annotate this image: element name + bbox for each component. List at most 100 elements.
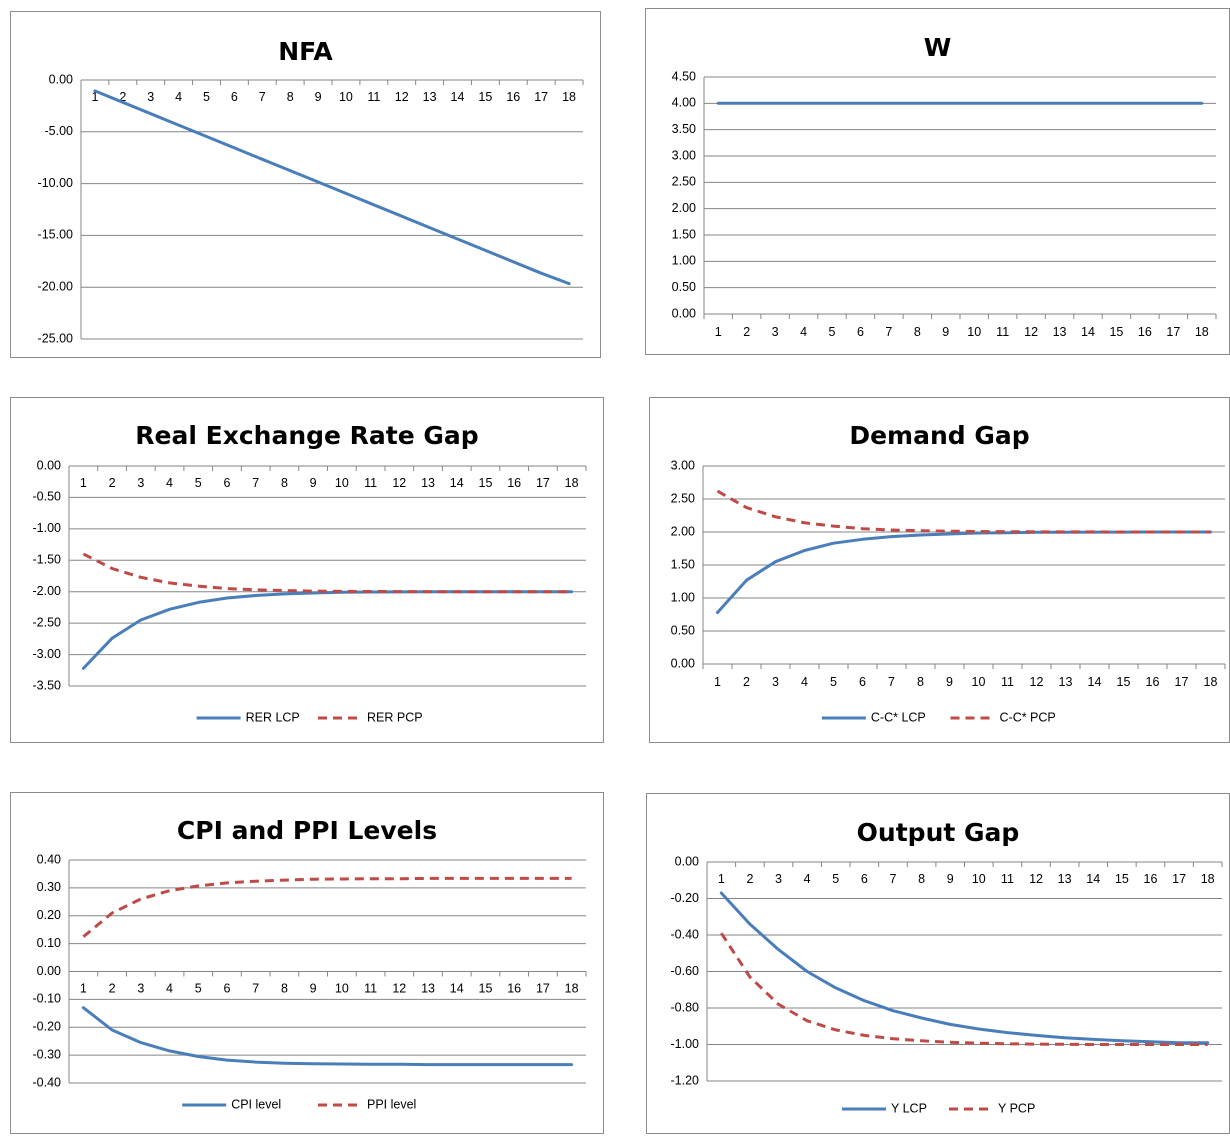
x-tick-label: 8 [281,982,288,996]
x-tick-label: 17 [536,476,550,490]
x-tick-label: 4 [166,982,173,996]
series-line-rer-lcp [81,590,574,670]
y-tick-label: 0.10 [37,936,61,950]
y-tick-label: -1.50 [33,553,62,567]
x-tick-label: 14 [450,982,464,996]
y-tick-label: 2.50 [671,491,695,505]
x-tick-label: 11 [996,325,1009,339]
y-tick-label: -0.10 [33,992,62,1006]
x-tick-label: 7 [252,982,259,996]
x-tick-label: 8 [917,675,924,689]
chart-title: CPI and PPI Levels [177,816,437,845]
y-tick-label: 0.00 [675,854,699,868]
x-tick-label: 18 [1204,675,1218,689]
x-tick-label: 5 [830,675,837,689]
x-tick-label: 2 [109,982,116,996]
x-tick-label: 11 [364,476,377,490]
x-tick-label: 9 [946,675,953,689]
y-tick-label: 2.50 [672,175,696,189]
legend-label: C-C* PCP [1000,710,1056,724]
x-tick-label: 9 [310,476,317,490]
chart-title: Real Exchange Rate Gap [135,421,478,450]
x-tick-label: 16 [506,90,520,104]
x-tick-label: 11 [1001,675,1014,689]
y-tick-label: -3.00 [33,647,62,661]
y-tick-label: 0.50 [672,280,696,294]
x-tick-label: 7 [252,476,259,490]
chart-title: W [924,33,952,62]
y-tick-label: -0.30 [33,1047,62,1061]
x-tick-label: 2 [109,476,116,490]
x-tick-label: 2 [743,325,750,339]
x-tick-label: 13 [1058,872,1072,886]
x-tick-label: 6 [861,872,868,886]
y-tick-label: 0.00 [49,72,73,86]
y-tick-label: 4.00 [672,96,696,110]
x-tick-label: 2 [743,675,750,689]
y-tick-label: 1.50 [672,227,696,241]
x-tick-label: 11 [364,982,377,996]
x-tick-label: 10 [339,90,353,104]
chart-panel-nfa: NFA 0.00 -5.00 -10.00 -15.00 -20.00 -25.00 1 2 3 4… [10,11,601,358]
chart-legend: Y LCP Y PCP [842,1101,1035,1115]
x-tick-label: 13 [421,476,435,490]
x-tick-label: 3 [772,325,779,339]
x-tick-label: 6 [857,325,864,339]
y-tick-label: -20.00 [38,279,73,293]
x-tick-label: 12 [392,982,406,996]
y-tick-label: -0.50 [33,490,62,504]
x-tick-label: 14 [451,90,465,104]
x-tick-label: 4 [801,675,808,689]
x-tick-label: 18 [565,476,579,490]
x-tick-label: 17 [534,90,548,104]
x-tick-label: 7 [259,90,266,104]
chart-w: W 4.50 4.00 3.50 3.00 2.50 2.00 1.50 1.00 0.50 0.0… [672,33,1217,339]
x-tick-label: 15 [478,90,492,104]
y-tick-label: 3.50 [672,122,696,136]
x-tick-label: 12 [1030,675,1044,689]
x-tick-label: 18 [562,90,576,104]
x-tick-label: 7 [888,675,895,689]
x-tick-label: 1 [91,90,98,104]
x-tick-label: 1 [80,982,87,996]
x-tick-label: 8 [918,872,925,886]
x-tick-label: 12 [1024,325,1038,339]
x-tick-label: 14 [1088,675,1102,689]
x-tick-label: 13 [1059,675,1073,689]
x-tick-label: 3 [775,872,782,886]
x-tick-label: 16 [1138,325,1152,339]
x-tick-label: 9 [315,90,322,104]
legend-label: PPI level [367,1097,416,1111]
y-tick-label: -0.80 [671,1000,700,1014]
x-tick-label: 6 [859,675,866,689]
x-tick-label: 1 [80,476,87,490]
x-tick-label: 3 [137,982,144,996]
x-tick-label: 12 [392,476,406,490]
x-tick-label: 9 [947,872,954,886]
y-tick-label: -1.00 [671,1037,700,1051]
x-tick-label: 16 [507,476,521,490]
x-tick-label: 5 [195,982,202,996]
x-tick-label: 15 [479,982,493,996]
chart-legend: C-C* LCP C-C* PCP [821,710,1056,724]
x-tick-label: 10 [972,872,986,886]
series-line-0 [93,89,571,286]
x-tick-label: 4 [166,476,173,490]
y-tick-label: -0.40 [33,1075,62,1089]
x-tick-label: 8 [914,325,921,339]
y-tick-label: 0.50 [671,623,695,637]
x-tick-label: 11 [367,90,380,104]
y-tick-label: -2.00 [33,584,62,598]
x-tick-label: 5 [203,90,210,104]
x-tick-label: 3 [137,476,144,490]
x-tick-label: 5 [829,325,836,339]
legend-label: CPI level [231,1097,281,1111]
x-tick-label: 16 [507,982,521,996]
y-tick-label: 0.00 [37,964,61,978]
x-tick-label: 7 [889,872,896,886]
x-tick-label: 3 [147,90,154,104]
y-tick-label: -0.60 [671,964,700,978]
x-tick-label: 18 [1201,872,1215,886]
x-tick-label: 15 [1115,872,1129,886]
